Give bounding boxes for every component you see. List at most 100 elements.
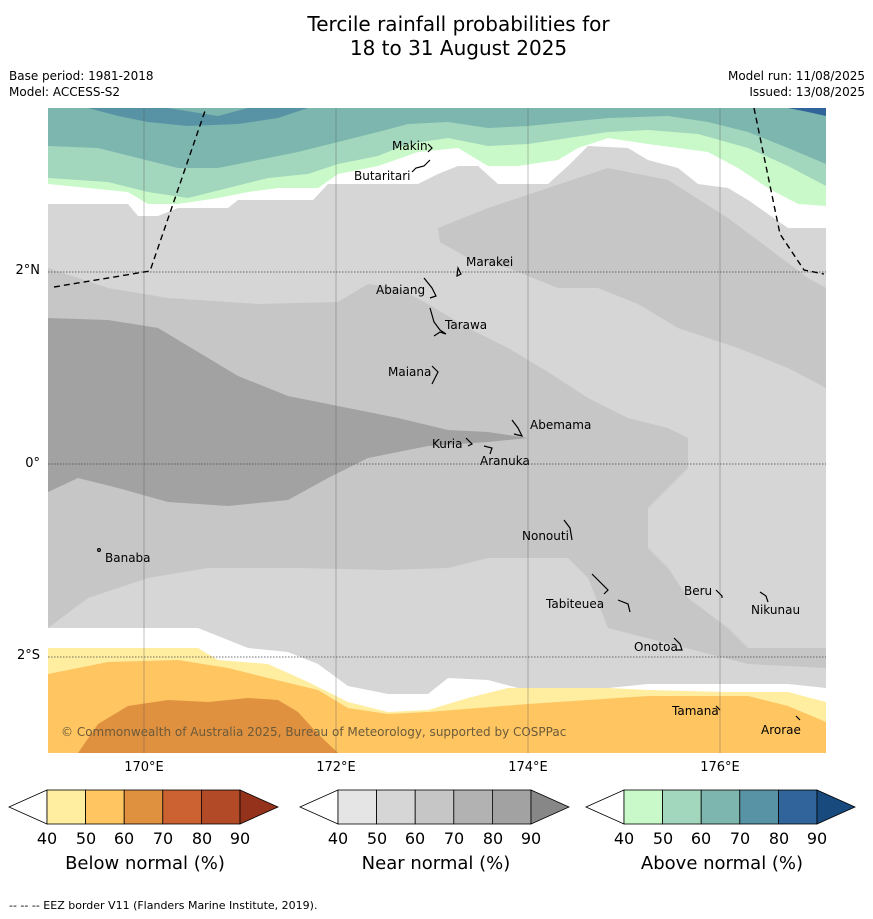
cb-above-tick-60: 60 [691,829,711,848]
island-labels: Makin Butaritari Marakei Abaiang Tarawa … [105,139,801,737]
cb-above-cell-5 [777,789,818,825]
cb-above-cell-1 [623,789,663,825]
island-aranuka-shape [483,445,493,455]
island-abaiang-shape [423,277,437,299]
below-band-orange [78,698,338,753]
island-abemama-shape [511,419,524,437]
colorbar-below-cells [8,789,279,825]
cb-below-tick-90: 90 [230,829,250,848]
island-marakei-shape [456,265,462,278]
cb-near-tick-90: 90 [521,829,541,848]
map-title: Tercile rainfall probabilities for 18 to… [0,12,873,60]
island-onotoa-shape [673,637,683,651]
x-label-176e: 176°E [700,760,740,775]
cb-above-arrow-high [816,789,856,825]
label-onotoa: Onotoa [634,640,678,654]
cb-near-arrow-high [530,789,570,825]
cb-near-tick-60: 60 [405,829,425,848]
island-nonouti-shape [563,519,573,541]
cb-near-cell-2 [376,789,416,825]
label-beru: Beru [684,584,712,598]
above-band-blue [88,108,308,126]
cb-below-cell-5 [200,789,241,825]
eez-footnote: -- -- -- EEZ border V11 (Flanders Marine… [9,899,318,912]
cb-near-cell-4 [453,789,493,825]
colorbar-near-title: Near normal (%) [361,853,511,874]
island-tamana-shape [715,705,721,711]
island-beru-shape [715,589,723,598]
label-aranuka: Aranuka [480,454,530,468]
colorbar-near: 40 50 60 70 80 90 [299,788,573,854]
colorbar-above-ticks: 40 50 60 70 80 90 [614,829,827,848]
cb-below-tick-60: 60 [114,829,134,848]
cb-above-tick-40: 40 [614,829,634,848]
label-butaritari: Butaritari [354,169,411,183]
cb-near-tick-50: 50 [367,829,387,848]
cb-below-arrow-low [8,789,48,825]
label-abemama: Abemama [530,418,591,432]
cb-below-tick-80: 80 [192,829,212,848]
island-makin-shape [427,143,433,153]
island-tarawa-shape [429,307,447,337]
near-band-60-70 [48,268,826,668]
island-banaba-shape [96,548,101,553]
label-arorae: Arorae [761,723,801,737]
colorbar-above-cells [585,789,856,825]
cb-above-cell-3 [700,789,741,825]
colorbar-near-svg: 40 50 60 70 80 90 [299,789,570,848]
cb-near-arrow-low [299,789,339,825]
island-outlines [96,143,801,721]
label-tamana: Tamana [671,704,719,718]
cb-below-tick-70: 70 [153,829,173,848]
colorbar-above: 40 50 60 70 80 90 [585,788,859,854]
issued-date: Issued: 13/08/2025 [749,85,865,99]
above-band-deep-blue [788,108,826,116]
cb-below-tick-40: 40 [37,829,57,848]
y-label-0: 0° [25,456,40,471]
probability-map: Makin Butaritari Marakei Abaiang Tarawa … [48,108,826,753]
colorbar-below-svg: 40 50 60 70 80 90 [8,789,279,848]
cb-near-cell-5 [491,789,532,825]
label-marakei: Marakei [466,255,513,269]
cb-below-cell-4 [162,789,202,825]
colorbar-above-svg: 40 50 60 70 80 90 [585,789,856,848]
cb-below-cell-1 [46,789,86,825]
cb-near-tick-70: 70 [444,829,464,848]
label-nonouti: Nonouti [522,529,569,543]
cb-near-cell-3 [414,789,455,825]
copyright-text: © Commonwealth of Australia 2025, Bureau… [61,725,566,739]
island-arorae-shape [795,715,801,721]
island-butaritari-shape [411,159,431,173]
y-label-2n: 2°N [15,263,41,278]
meta-left: Base period: 1981-2018 Model: ACCESS-S2 [9,68,154,100]
cb-above-cell-4 [739,789,779,825]
near-band-70-80 [48,318,528,506]
cb-below-tick-50: 50 [76,829,96,848]
cb-below-cell-3 [123,789,164,825]
cb-above-tick-50: 50 [653,829,673,848]
title-line-2: 18 to 31 August 2025 [349,36,568,60]
label-banaba: Banaba [105,551,151,565]
label-makin: Makin [392,139,428,153]
meta-right: Model run: 11/08/2025 Issued: 13/08/2025 [728,68,865,100]
y-label-2s: 2°S [16,648,40,663]
near-band-60-70-east [438,168,826,388]
cb-near-cell-1 [337,789,377,825]
cb-above-tick-70: 70 [730,829,750,848]
x-label-172e: 172°E [316,760,356,775]
label-tarawa: Tarawa [444,318,487,332]
label-nikunau: Nikunau [751,603,800,617]
cb-above-tick-90: 90 [807,829,827,848]
base-period: Base period: 1981-2018 [9,69,154,83]
cb-above-arrow-low [585,789,625,825]
colorbar-above-title: Above normal (%) [640,853,804,874]
colorbar-below: 40 50 60 70 80 90 [8,788,282,854]
map-area: Makin Butaritari Marakei Abaiang Tarawa … [48,108,826,753]
model-name: Model: ACCESS-S2 [9,85,121,99]
grid-lines [143,108,721,753]
cb-near-tick-80: 80 [483,829,503,848]
cb-below-arrow-high [239,789,279,825]
label-kuria: Kuria [432,437,463,451]
cb-above-cell-2 [662,789,702,825]
colorbar-below-title: Below normal (%) [65,853,225,874]
